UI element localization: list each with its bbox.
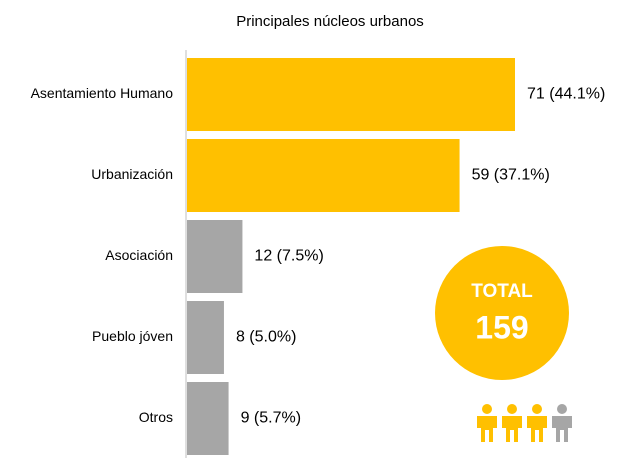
total-circle — [435, 246, 569, 380]
bar — [187, 382, 229, 455]
category-label: Pueblo jóven — [92, 328, 173, 344]
person-head — [482, 404, 492, 414]
value-label: 9 (5.7%) — [241, 410, 301, 427]
person-body — [552, 416, 572, 442]
value-label: 12 (7.5%) — [254, 248, 323, 265]
person-body — [527, 416, 547, 442]
chart-title: Principales núcleos urbanos — [236, 13, 424, 30]
bar — [187, 58, 515, 131]
value-label: 71 (44.1%) — [527, 86, 605, 103]
people-icons — [477, 404, 572, 442]
person-head — [557, 404, 567, 414]
total-label: TOTAL — [471, 281, 533, 302]
person-body — [502, 416, 522, 442]
value-label: 8 (5.0%) — [236, 329, 296, 346]
total-value: 159 — [475, 309, 528, 345]
person-head — [532, 404, 542, 414]
value-label: 59 (37.1%) — [472, 167, 550, 184]
person-body — [477, 416, 497, 442]
bar — [187, 139, 460, 212]
bar — [187, 301, 224, 374]
category-label: Asentamiento Humano — [31, 85, 174, 101]
category-label: Otros — [139, 409, 173, 425]
category-label: Urbanización — [91, 166, 173, 182]
category-label: Asociación — [105, 247, 173, 263]
person-head — [507, 404, 517, 414]
bar — [187, 220, 243, 293]
